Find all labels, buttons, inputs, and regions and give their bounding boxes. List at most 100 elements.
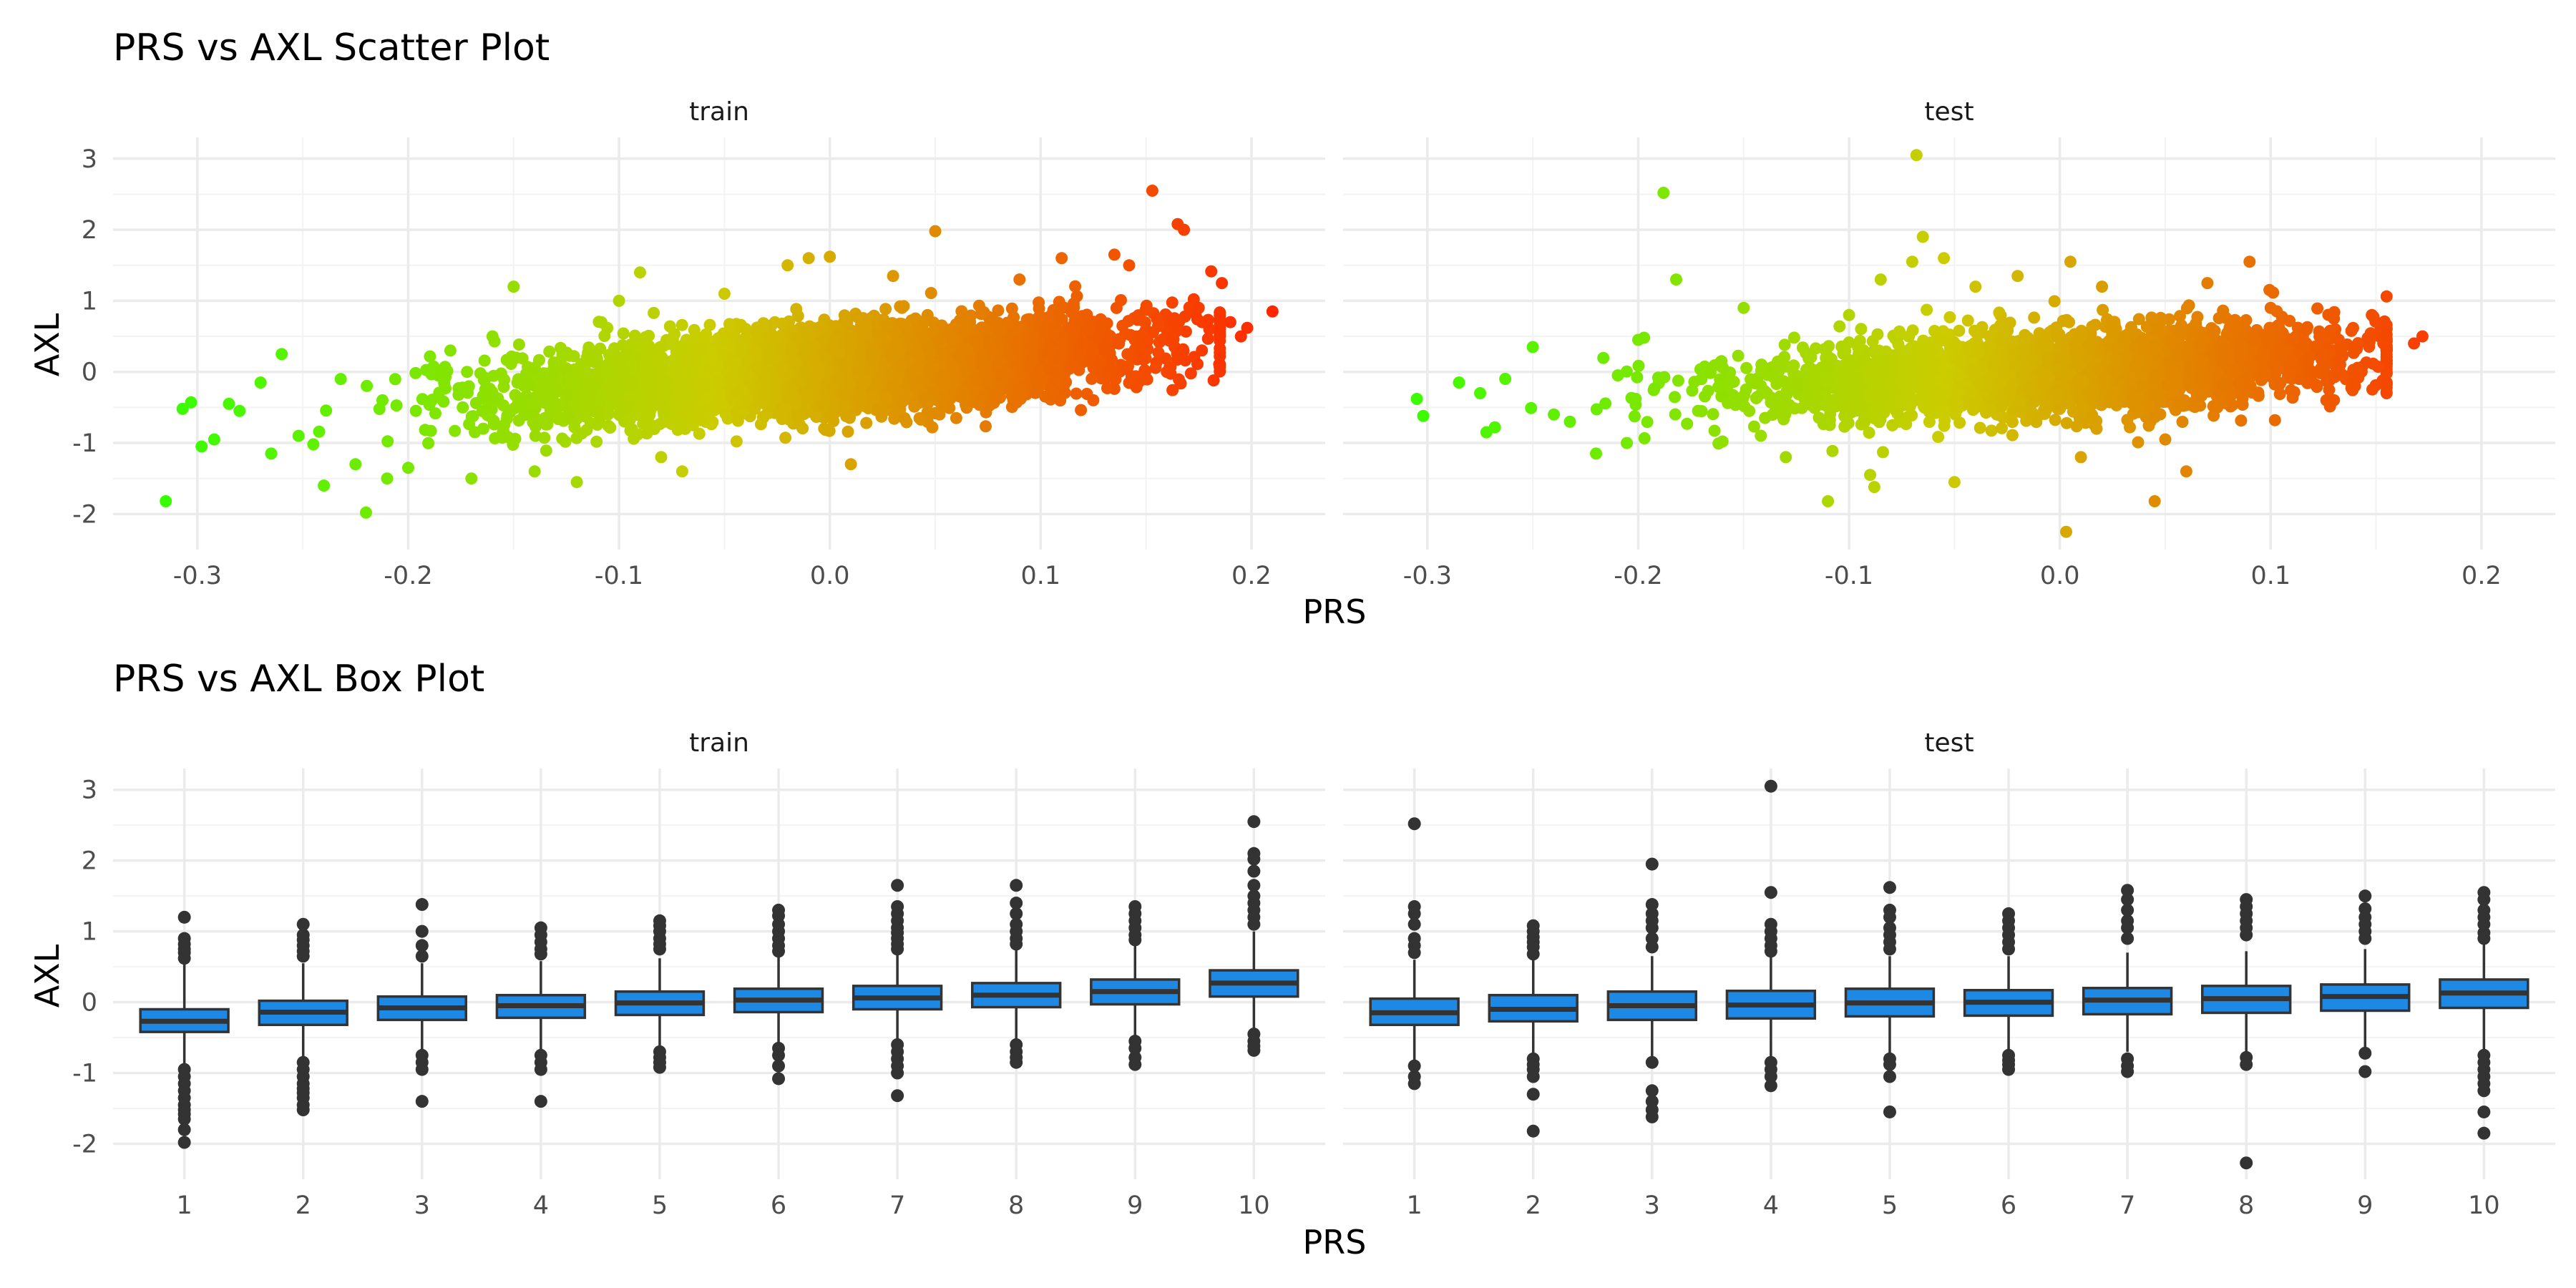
scatter-point [1207,374,1220,387]
scatter-point [509,351,522,364]
scatter-point [648,306,660,319]
scatter-point [643,340,655,352]
scatter-point [730,435,743,448]
scatter-point [779,431,792,444]
scatter-point [1113,337,1126,350]
scatter-point [617,327,630,340]
scatter-point [1067,297,1080,310]
scatter-point [1102,333,1114,346]
scatter-point [423,399,436,411]
scatter-point [1137,353,1150,366]
scatter-point [675,318,688,331]
scatter-point [1169,312,1181,325]
scatter-point [424,350,436,363]
scatter-point [501,409,514,422]
scatter-point [361,379,374,392]
scatter-point [716,399,728,411]
scatter-point [1005,302,1018,315]
scatter-point [623,414,636,427]
scatter-point [1106,362,1118,375]
scatter-point [769,332,781,345]
scatter-point [933,408,946,421]
scatter-point [913,412,926,424]
scatter-point [825,409,838,421]
scatter-point [461,366,474,379]
scatter-point [703,318,716,331]
scatter-point [474,367,487,380]
scatter-point [543,345,556,358]
scatter-point [1069,280,1082,293]
marks-layer [139,149,2529,1170]
scatter-point [823,424,836,437]
scatter-point [1032,367,1045,380]
scatter-point [409,366,422,379]
scatter-point [424,424,437,437]
scatter-point [594,342,607,355]
scatter-point [1070,387,1083,400]
scatter-point [1201,332,1214,345]
scatter-point [1196,344,1209,357]
scatter-point [1125,370,1138,383]
scatter-point [867,393,880,406]
scatter-point [540,367,552,380]
scatter-point [425,368,438,381]
scatter-point [457,401,469,414]
scatter-point [512,338,525,351]
scatter-point [320,404,333,417]
scatter-point [422,436,435,449]
scatter-point [1179,325,1192,338]
scatter-point [752,333,764,346]
scatter-point [518,409,530,421]
scatter-point [860,416,873,429]
scatter-point [540,418,552,431]
scatter-point [992,304,1005,317]
scatter-point [896,396,909,409]
scatter-point [1043,346,1055,359]
scatter-point [908,400,921,413]
scatter-point [882,318,894,331]
scatter-point [441,364,454,377]
scatter-point [452,389,465,401]
scatter-point [601,321,614,334]
scatter-point [1075,404,1088,416]
scatter-point [530,420,542,433]
scatter-point [433,386,446,399]
scatter-point [1151,320,1164,333]
scatter-point [522,379,535,391]
scatter-point [1033,302,1045,315]
scatter-point [381,435,394,448]
scatter-point [706,416,719,429]
scatter-point [1110,301,1123,314]
scatter-point [896,301,908,314]
scatter-point [879,303,892,316]
scatter-point [1166,296,1179,309]
scatter-point [1083,322,1096,335]
scatter-point [540,444,552,457]
scatter-point [1123,348,1136,361]
scatter-point [640,427,653,440]
scatter-point [604,421,617,434]
scatter-point [1166,384,1179,396]
scatter-point [841,425,854,438]
scatter-point [687,419,699,431]
scatter-point [739,331,752,344]
scatter-point [1055,313,1068,326]
scatter-point [477,422,489,435]
scatter-point [1085,372,1098,385]
scatter-point [1094,313,1107,326]
scatter-point [547,356,560,369]
scatter-point [1029,386,1042,399]
scatter-point [373,403,386,415]
scatter-point [924,287,937,299]
scatter-point [390,399,403,412]
scatter-point [409,404,422,417]
scatter-point [554,341,567,354]
scatter-point [449,424,462,437]
scatter-point [608,342,621,355]
scatter-point [791,310,804,323]
scatter-point [853,390,865,402]
scatter-point [769,316,781,328]
scatter-point [793,418,806,431]
